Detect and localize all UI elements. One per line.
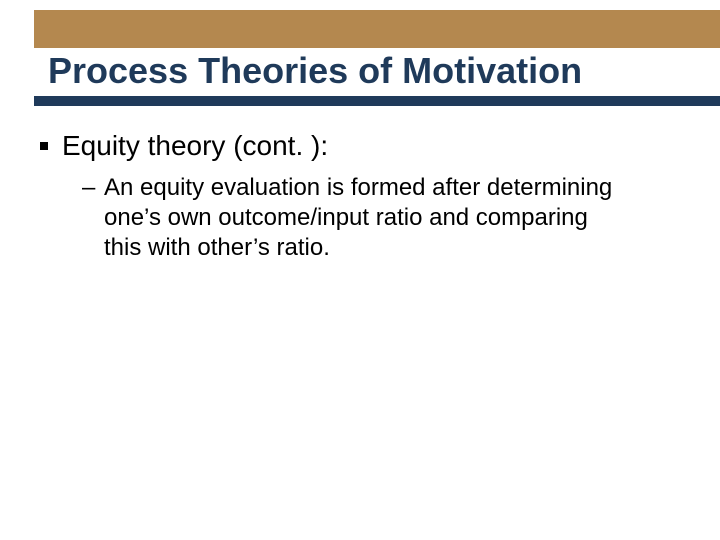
slide-body: Equity theory (cont. ): – An equity eval… — [40, 128, 680, 263]
bullet-level-2-text: An equity evaluation is formed after det… — [104, 173, 624, 263]
title-underline-bar — [34, 96, 720, 106]
bullet-dot-icon — [40, 142, 48, 150]
bullet-level-1-text: Equity theory (cont. ): — [62, 128, 328, 163]
bullet-level-1: Equity theory (cont. ): — [40, 128, 680, 163]
bullet-level-2: – An equity evaluation is formed after d… — [82, 173, 680, 263]
title-wrap: Process Theories of Motivation — [48, 50, 700, 91]
slide-title: Process Theories of Motivation — [48, 50, 700, 91]
bullet-dash-icon: – — [82, 173, 100, 203]
header-gold-bar — [34, 10, 720, 48]
slide: Process Theories of Motivation Equity th… — [0, 0, 720, 540]
